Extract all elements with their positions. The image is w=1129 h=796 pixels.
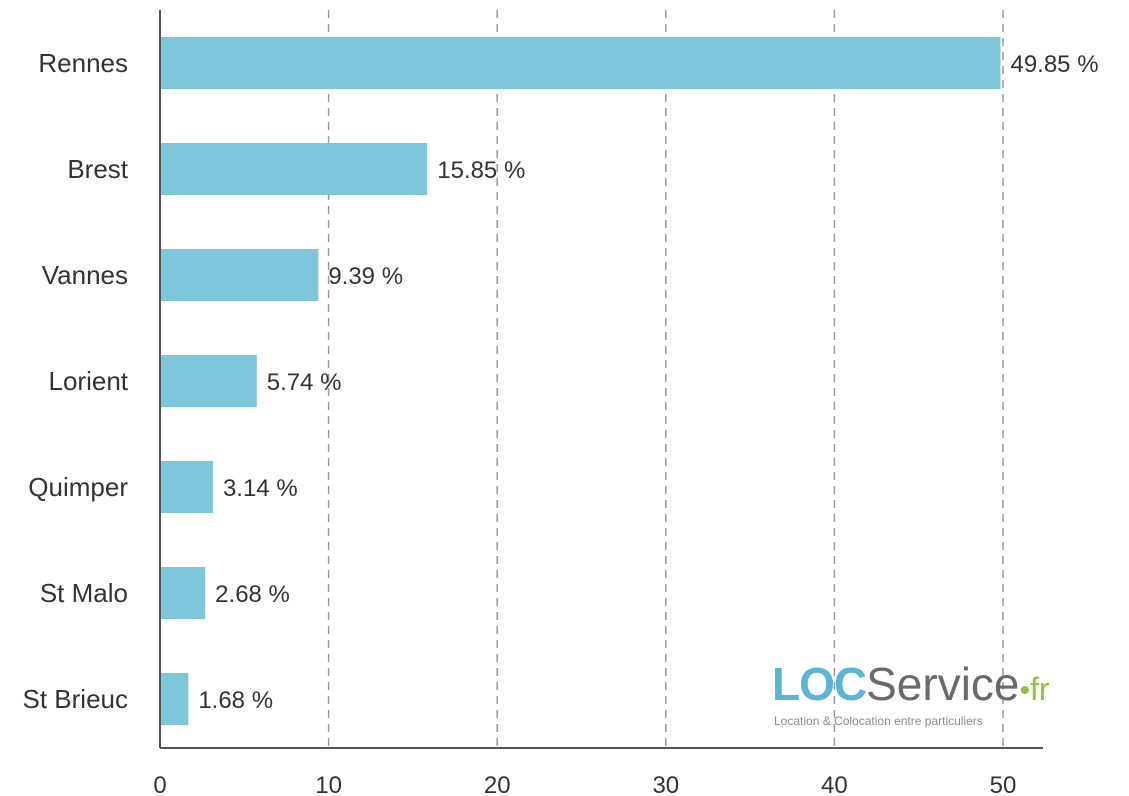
x-tick-label: 20 [484, 772, 511, 796]
value-label: 3.14 % [223, 475, 298, 502]
bar-lorient [160, 355, 257, 407]
category-label: Quimper [28, 472, 128, 502]
category-label: Brest [67, 154, 128, 184]
logo-fr-text: fr [1030, 671, 1050, 707]
category-label: St Malo [40, 578, 128, 608]
bar-quimper [160, 461, 213, 513]
x-tick-label: 50 [990, 772, 1017, 796]
bar-st-malo [160, 567, 206, 619]
value-label: 5.74 % [267, 369, 342, 396]
value-label: 2.68 % [215, 581, 290, 608]
bar-brest [160, 143, 428, 195]
logo-service-text: Service [866, 658, 1020, 710]
bars [160, 37, 1001, 725]
value-label: 9.39 % [328, 263, 403, 290]
x-tick-label: 40 [821, 772, 848, 796]
bar-rennes [160, 37, 1001, 89]
value-label: 1.68 % [198, 687, 273, 714]
value-label: 49.85 % [1010, 51, 1098, 78]
logo-loc-text: LOC [772, 658, 867, 710]
category-label: Lorient [49, 366, 129, 396]
grid-lines [327, 10, 1004, 748]
bar-st-brieuc [160, 673, 189, 725]
logo-dot: • [1019, 674, 1031, 707]
axes [159, 10, 1043, 749]
category-label: Vannes [42, 260, 128, 290]
x-tick-label: 30 [652, 772, 679, 796]
category-label: St Brieuc [23, 684, 129, 714]
bar-vannes [160, 249, 319, 301]
value-label: 15.85 % [437, 157, 525, 184]
x-tick-label: 10 [315, 772, 342, 796]
logo-brand: LOCService•fr [772, 656, 1050, 719]
logo-tagline: Location & Colocation entre particuliers [774, 714, 983, 728]
locservice-logo: LOCService•fr Location & Colocation entr… [772, 656, 1050, 736]
x-tick-label: 0 [153, 772, 166, 796]
labels: 0 10 20 30 40 50 Rennes 49.85 % Brest 15.85 % Vann… [23, 48, 1099, 796]
category-label: Rennes [38, 48, 128, 78]
